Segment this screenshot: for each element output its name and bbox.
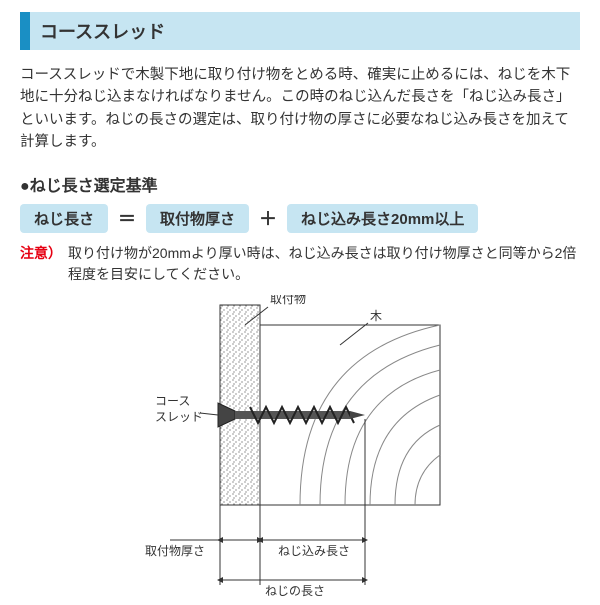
formula-lhs: ねじ長さ [20,204,108,233]
caution-row: 注意） 取り付け物が20mmより厚い時は、ねじ込み長さは取り付け物厚さと同等から… [20,243,580,285]
label-attachment: 取付物 [270,295,306,306]
label-attach-thickness: 取付物厚さ [145,544,205,558]
caution-label: 注意） [20,243,62,285]
label-screw-length: ねじの長さ [265,584,325,598]
formula-row: ねじ長さ ＝ 取付物厚さ ＋ ねじ込み長さ20mm以上 [20,204,580,233]
label-wood: 木 [370,309,382,323]
formula-term1: 取付物厚さ [146,204,249,233]
formula-eq: ＝ [118,205,136,231]
sub-heading: ●ねじ長さ選定基準 [20,172,580,196]
label-screw2: スレッド [155,410,203,424]
section-title: コーススレッド [20,12,580,50]
formula-plus: ＋ [259,205,277,231]
label-screw1: コース [155,394,190,408]
formula-term2: ねじ込み長さ20mm以上 [287,204,478,233]
label-embed-length: ねじ込み長さ [278,544,350,558]
diagram: 取付物 木 コース スレッド 取付物厚さ ねじ込み長さ ねじの長さ [20,295,580,605]
body-text: コーススレッドで木製下地に取り付け物をとめる時、確実に止めるには、ねじを木下地に… [20,64,580,154]
caution-text: 取り付け物が20mmより厚い時は、ねじ込み長さは取り付け物厚さと同等から2倍程度… [68,243,580,285]
